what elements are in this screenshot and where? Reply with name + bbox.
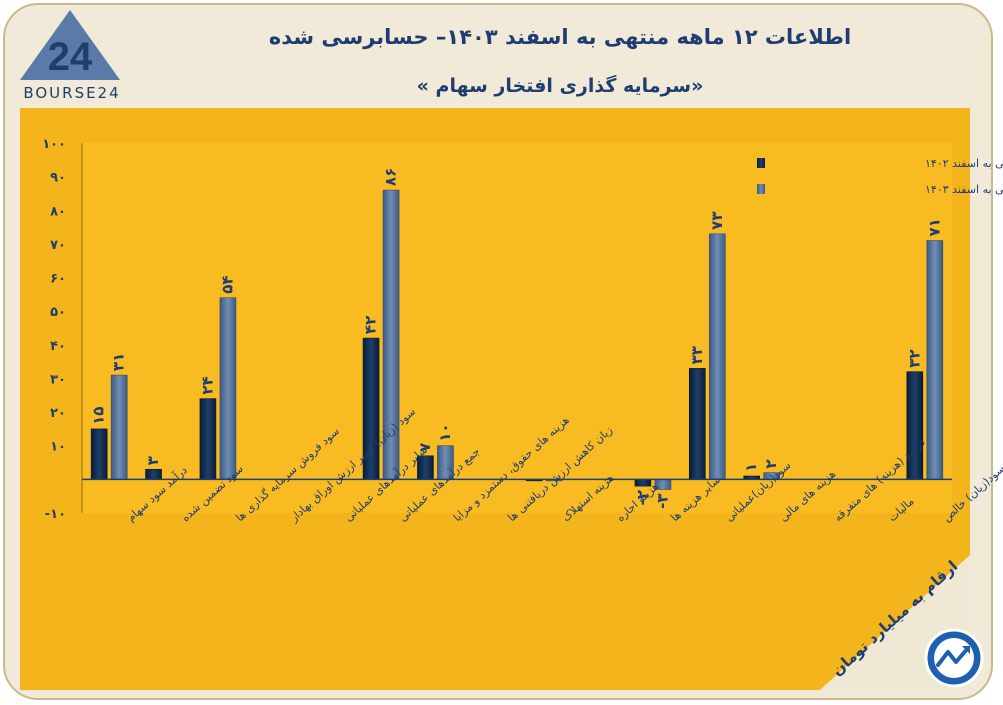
y-tick-label: ۶۰ <box>50 272 66 287</box>
y-tick-label: ۷۰ <box>50 238 66 253</box>
bar-labels-layer: ۱۵ ۳۱ ۳ ۲۴ ۵۴ ۴۲ ۸۶ ۷۱۰ -۲ -۳ ۳۳ ۷۳ ۱ ۲ ۳۲ ۷۱ <box>90 168 944 509</box>
bar-value-label: ۳۲ <box>905 349 923 367</box>
bar-1402 <box>145 468 162 480</box>
page-title: اطلاعات ۱۲ ماهه منتهی به اسفند ۱۴۰۳– حسا… <box>269 25 851 49</box>
legend-swatch-1402 <box>757 158 765 168</box>
bar-value-label: ۴۲ <box>362 316 380 334</box>
y-tick-label: ۳۰ <box>50 372 66 387</box>
legend: عملکرد منتهی به اسفند ۱۴۰۲ عملکرد منتهی … <box>757 157 1003 196</box>
bar-value-label: ۷ <box>416 443 434 452</box>
y-tick-label: ۸۰ <box>50 204 66 219</box>
y-tick-label: ۹۰ <box>50 171 66 186</box>
legend-label-1403: عملکرد منتهی به اسفند ۱۴۰۳ <box>925 183 1003 196</box>
bars-layer <box>90 189 944 490</box>
y-tick-labels: -۱۰ ۱۰ ۲۰ ۳۰ ۴۰ ۵۰ ۶۰ ۷۰ ۸۰ ۹۰ ۱۰۰ <box>42 137 66 522</box>
bar-1402 <box>90 428 108 480</box>
bar-value-label: -۳ <box>653 493 671 508</box>
bar-value-label: ۲ <box>762 459 780 468</box>
bar-value-label: ۸۶ <box>382 168 400 186</box>
bar-value-label: -۲ <box>633 490 651 505</box>
logo-mark: 24 <box>48 35 93 79</box>
bar-1402 <box>199 398 217 480</box>
bar-value-label: ۱۰ <box>436 423 454 441</box>
logo-triangle-icon <box>20 10 120 80</box>
y-tick-label: ۱۰ <box>50 440 66 455</box>
legend-label-1402: عملکرد منتهی به اسفند ۱۴۰۲ <box>925 157 1003 170</box>
page-subtitle: «سرمایه گذاری افتخار سهام » <box>417 74 704 97</box>
legend-swatch-1403 <box>757 184 765 194</box>
y-tick-label: ۲۰ <box>50 406 66 421</box>
logo-text: BOURSE24 <box>23 84 120 102</box>
bourse24-logo: 24 BOURSE24 <box>20 10 120 102</box>
bar-1402 <box>689 368 706 480</box>
bar-value-label: ۳۱ <box>110 353 128 371</box>
bar-value-label: ۷۳ <box>708 212 726 230</box>
bar-1403 <box>110 374 128 480</box>
bar-value-label: ۱ <box>742 463 760 472</box>
y-tick-label: ۴۰ <box>50 339 66 354</box>
bar-value-label: ۲۴ <box>198 376 216 394</box>
growth-badge-icon <box>924 628 984 688</box>
bar-value-label: ۳۳ <box>688 346 706 364</box>
y-tick-label: -۱۰ <box>45 507 66 522</box>
bar-value-label: ۱۵ <box>90 407 108 425</box>
bar-1403 <box>926 240 944 480</box>
y-tick-label: ۵۰ <box>50 305 66 320</box>
bar-1403 <box>219 297 237 480</box>
bar-value-label: ۳ <box>144 456 162 465</box>
bar-value-label: ۷۱ <box>925 218 943 236</box>
y-tick-label: ۱۰۰ <box>42 137 66 152</box>
bar-1403 <box>709 233 726 480</box>
bar-value-label: ۵۴ <box>218 275 236 293</box>
bar-1402 <box>906 371 924 480</box>
